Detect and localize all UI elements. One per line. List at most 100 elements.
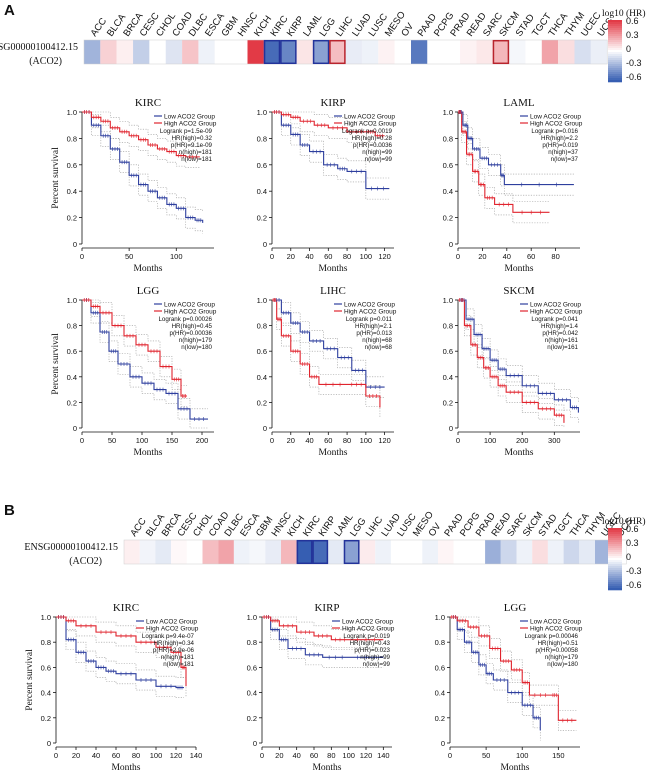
legend-label-high: High ACO2 Group xyxy=(530,309,583,316)
legend-label-high: High ACO2 Group xyxy=(530,626,583,633)
legend-label-low: Low ACO2 Group xyxy=(342,619,393,626)
x-tick-label: 20 xyxy=(287,252,295,261)
x-tick-label: 150 xyxy=(552,751,565,760)
x-tick-label: 50 xyxy=(482,751,490,760)
heatmap-highlight-kirc xyxy=(296,539,313,565)
legend-swatch xyxy=(608,578,622,581)
stat-line: HR(high)=0.32 xyxy=(172,135,213,142)
ci-band-low xyxy=(450,616,541,721)
y-tick-label: 0.4 xyxy=(435,689,445,698)
stat-line: Logrank p=0.0019 xyxy=(342,128,393,135)
legend-swatch xyxy=(608,36,622,39)
legend-label-low: Low ACO2 Group xyxy=(344,302,395,309)
x-tick-label: 120 xyxy=(378,436,391,445)
heatmap-cell-kirp xyxy=(280,40,297,64)
y-tick-label: 1.0 xyxy=(443,296,453,305)
stat-line: p(HR)=0.023 xyxy=(354,647,390,654)
gene-symbol-label: (ACO2) xyxy=(69,556,102,567)
ci-band-high xyxy=(82,111,200,147)
x-tick-label: 80 xyxy=(327,751,335,760)
cancer-label-acc: ACC xyxy=(128,516,149,539)
heatmap-cell-esca xyxy=(198,40,215,64)
legend-swatch xyxy=(608,572,622,575)
legend-swatch xyxy=(608,44,622,47)
panel-letter-a: A xyxy=(4,2,15,19)
legend-swatch xyxy=(608,554,622,557)
legend-swatch xyxy=(608,22,622,25)
gene-symbol-label: (ACO2) xyxy=(29,56,62,67)
y-tick-label: 0.2 xyxy=(41,714,51,723)
legend-swatch xyxy=(608,72,622,75)
ci-band-low xyxy=(82,111,203,234)
stat-line: Logrank p=0.00026 xyxy=(158,316,212,323)
ci-band-low xyxy=(82,299,208,429)
stat-line: HR(high)=1.4 xyxy=(541,323,579,330)
x-tick-label: 80 xyxy=(343,252,351,261)
legend-tick-label: 0.3 xyxy=(626,30,639,40)
y-tick-label: 0.4 xyxy=(443,187,453,196)
x-tick-label: 100 xyxy=(170,252,183,261)
legend-swatch xyxy=(608,588,622,591)
x-tick-label: 60 xyxy=(112,751,120,760)
ci-band-low xyxy=(272,111,390,179)
stat-line: p(HR)=9.1e-09 xyxy=(171,142,213,149)
y-tick-label: 0.2 xyxy=(67,214,77,223)
y-tick-label: 0.6 xyxy=(247,663,257,672)
y-tick-label: 0.6 xyxy=(257,161,267,170)
x-tick-label: 0 xyxy=(456,252,460,261)
heatmap-cell-lgg xyxy=(312,40,330,64)
legend-title: log10 (HR) xyxy=(602,8,646,19)
heatmap-cell-skcm xyxy=(516,540,533,564)
y-tick-label: 0.8 xyxy=(247,638,257,647)
legend-swatch xyxy=(608,564,622,567)
stat-line: HR(high)=2.1 xyxy=(355,323,393,330)
legend-swatch xyxy=(608,556,622,559)
y-tick-label: 0.4 xyxy=(67,373,77,382)
legend-label-low: Low ACO2 Group xyxy=(344,114,395,121)
heatmap-cell-brca xyxy=(116,40,134,64)
legend-swatch xyxy=(608,536,622,539)
heatmap-highlight-lihc xyxy=(329,39,346,65)
x-tick-label: 0 xyxy=(448,751,452,760)
legend-tick-label: -0.6 xyxy=(626,72,642,82)
legend-swatch xyxy=(608,42,622,45)
stat-line: n(low)=180 xyxy=(547,661,578,668)
legend-swatch xyxy=(608,546,622,549)
y-axis-label: Percent survival xyxy=(25,649,35,711)
heatmap-cell-lihc xyxy=(329,40,346,64)
heatmap-cell-paad xyxy=(411,40,428,64)
plot-title: LGG xyxy=(137,285,160,297)
legend-swatch xyxy=(608,66,622,69)
x-tick-label: 100 xyxy=(150,751,163,760)
stat-line: n(low)=161 xyxy=(547,344,578,351)
ci-band-high xyxy=(450,616,577,711)
y-axis-label: Percent survival xyxy=(51,333,61,395)
x-tick-label: 100 xyxy=(360,252,373,261)
heatmap-cell-pcpg xyxy=(453,540,470,564)
survival-curve-high xyxy=(458,299,565,423)
stat-line: n(high)=161 xyxy=(545,337,579,344)
heatmap-cell-ucec xyxy=(595,540,611,564)
plot-title: LGG xyxy=(504,602,527,614)
heatmap-cell-hnsc xyxy=(231,40,248,64)
heatmap-cell-ov xyxy=(394,40,411,64)
y-tick-label: 0.8 xyxy=(257,134,267,143)
legend-swatch xyxy=(608,56,622,59)
y-tick-label: 0 xyxy=(73,424,77,433)
heatmap-cell-tgct xyxy=(547,540,564,564)
heatmap-cell-skcm xyxy=(492,40,510,64)
y-tick-label: 1.0 xyxy=(67,296,77,305)
stat-line: n(high)=99 xyxy=(362,149,392,156)
plot-title: KIRP xyxy=(320,97,345,109)
y-tick-label: 0.6 xyxy=(257,347,267,356)
survival-curve-high xyxy=(82,111,200,158)
y-tick-label: 0 xyxy=(449,424,453,433)
x-tick-label: 40 xyxy=(305,252,313,261)
x-tick-label: 40 xyxy=(305,436,313,445)
heatmap-highlight-lgg xyxy=(312,39,330,65)
plot-title: LIHC xyxy=(320,285,346,297)
x-tick-label: 120 xyxy=(360,751,373,760)
x-tick-label: 100 xyxy=(342,751,355,760)
x-tick-label: 40 xyxy=(292,751,300,760)
legend-swatch xyxy=(608,586,622,589)
